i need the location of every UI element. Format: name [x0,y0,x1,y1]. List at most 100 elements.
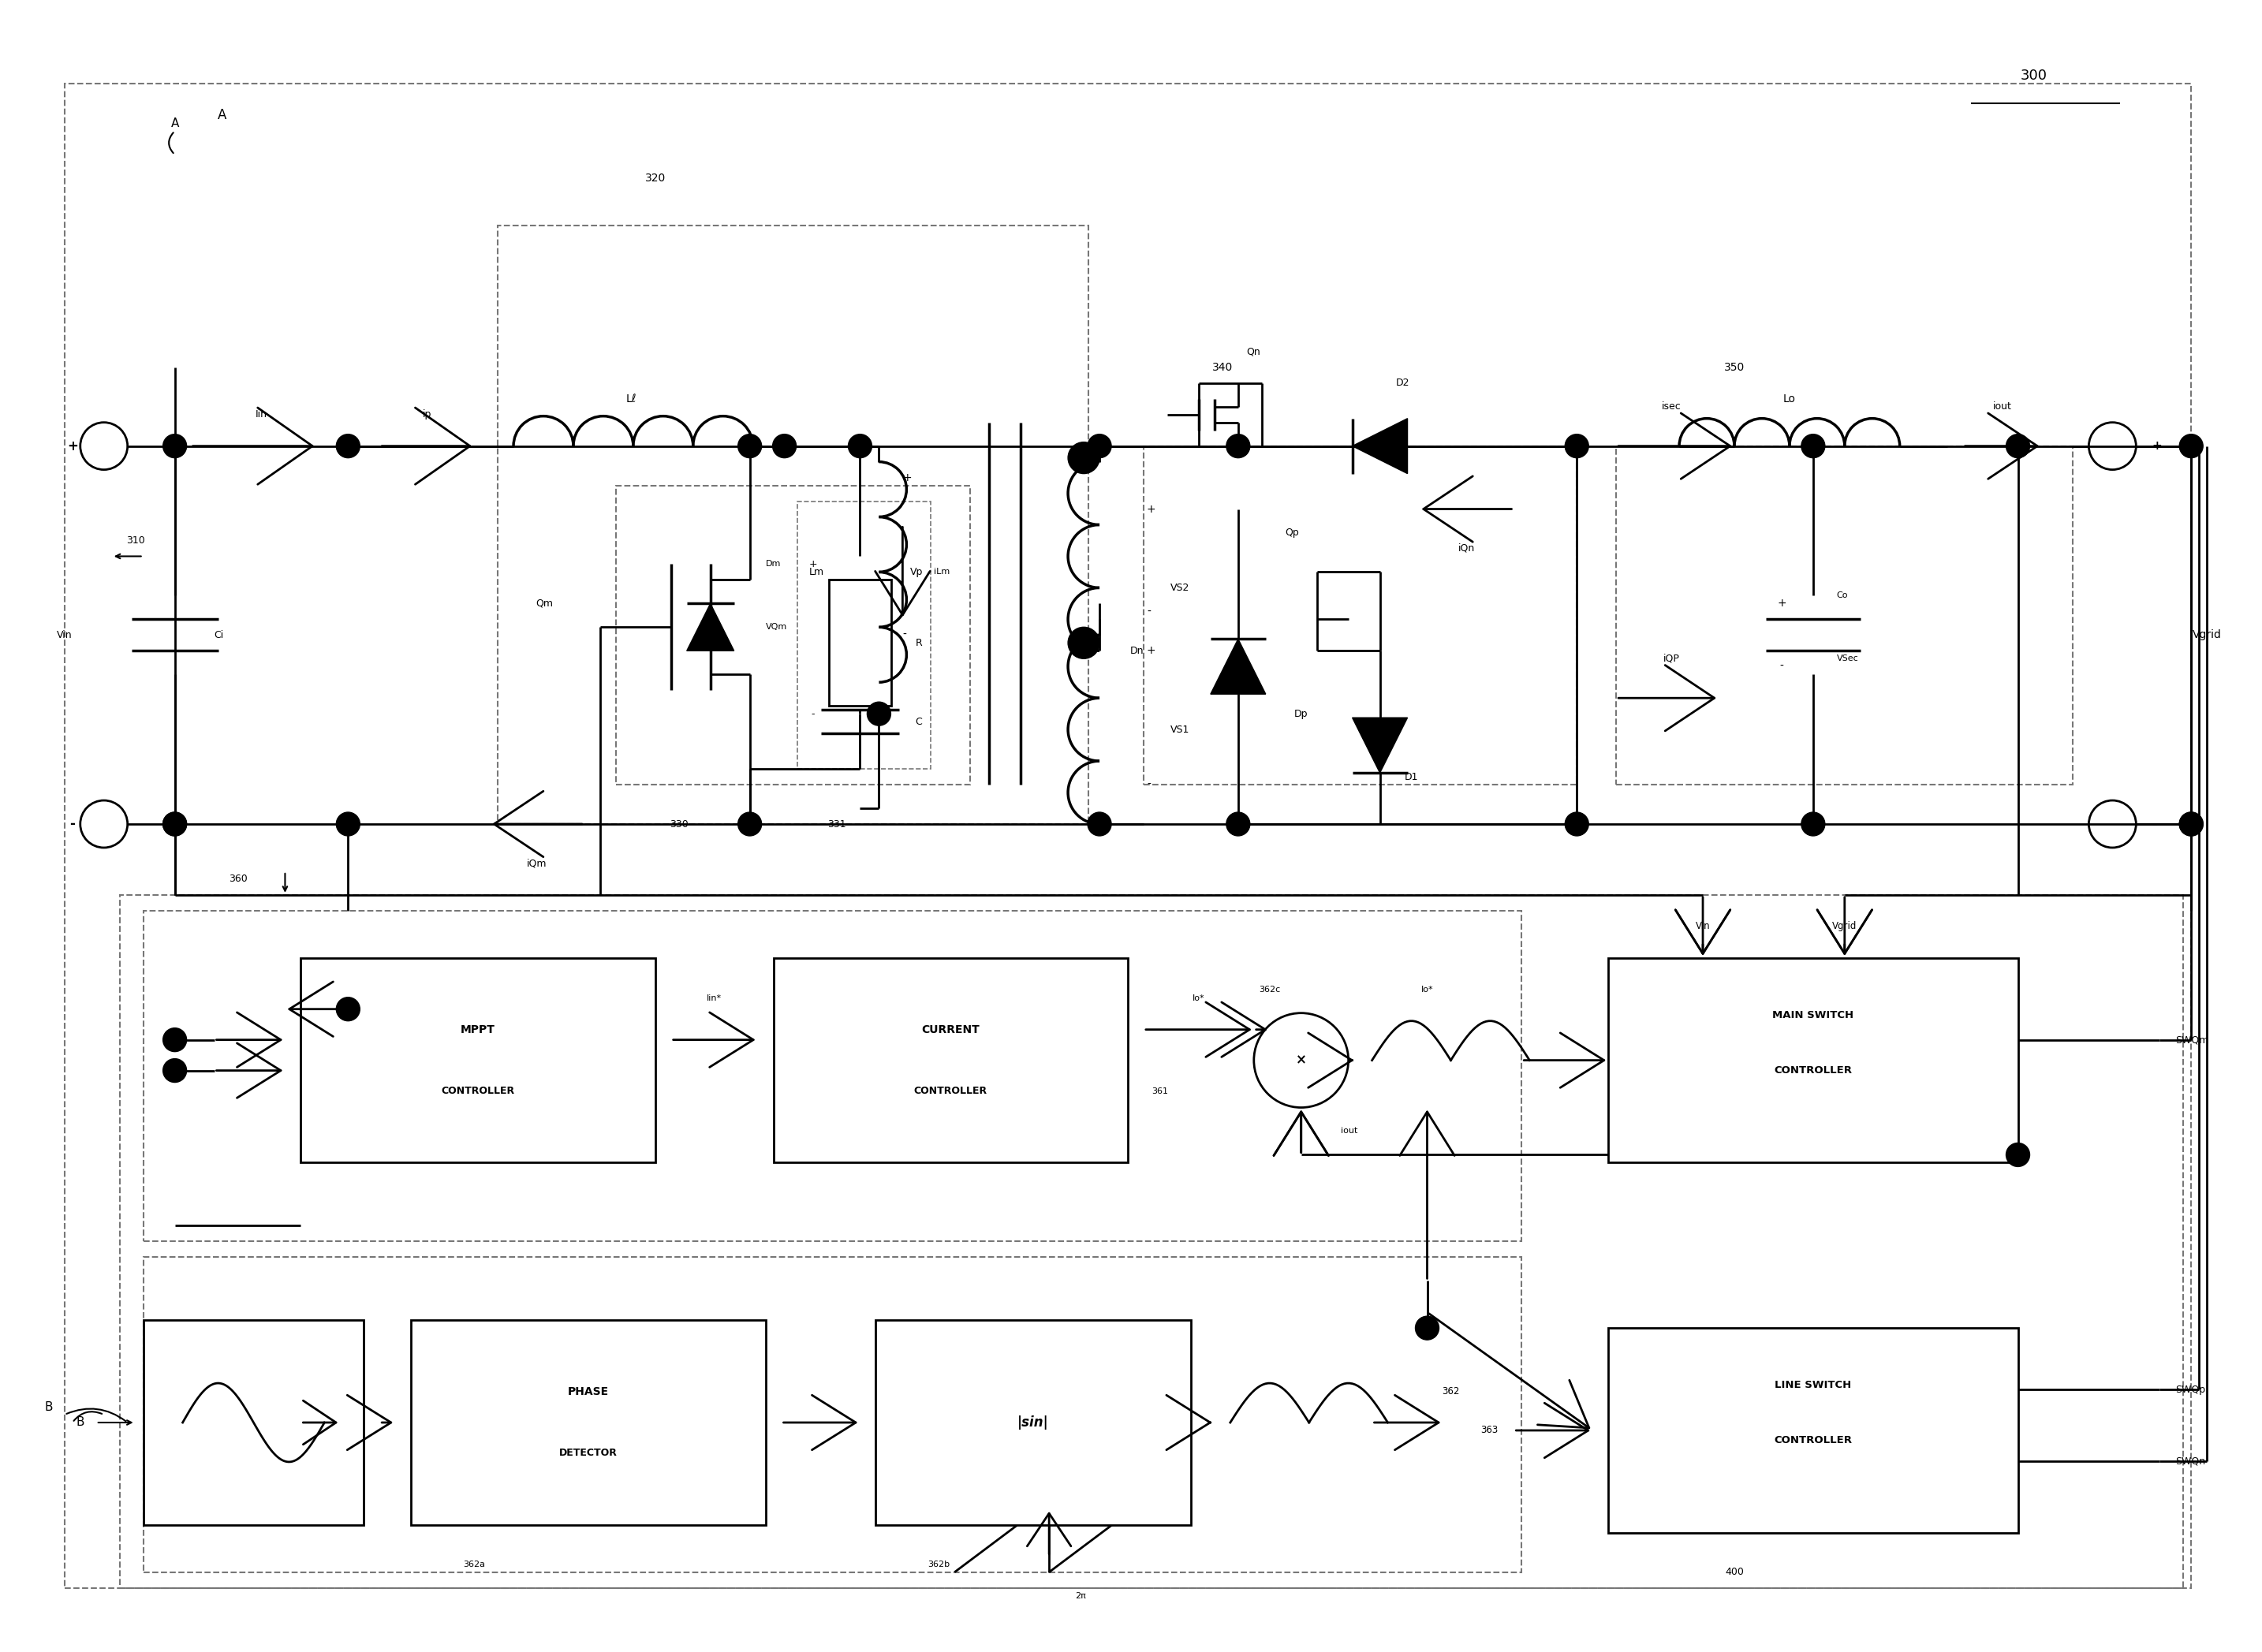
Text: Vin: Vin [57,629,72,641]
Circle shape [163,1059,185,1082]
Text: 300: 300 [2020,69,2047,83]
Text: Vp: Vp [912,567,923,577]
Text: VS1: VS1 [1169,725,1190,735]
Text: CONTROLLER: CONTROLLER [441,1085,516,1097]
Text: +: + [68,439,77,453]
Text: VQm: VQm [765,623,787,631]
Text: A: A [217,107,226,122]
Text: CONTROLLER: CONTROLLER [1773,1066,1853,1075]
Text: ×: × [1296,1054,1307,1067]
Bar [1608,1328,2018,1533]
Text: Ci: Ci [215,629,224,641]
Circle shape [1565,434,1588,458]
Circle shape [2006,1143,2029,1166]
Text: iQP: iQP [1663,654,1681,664]
Text: Io*: Io* [1421,986,1434,993]
Bar [774,958,1129,1163]
Text: Qm: Qm [536,598,552,608]
Bar [143,1320,364,1525]
Text: 310: 310 [127,535,145,545]
Text: isec: isec [1663,401,1681,411]
Bar [796,501,932,768]
Circle shape [866,702,891,725]
Text: |sin|: |sin| [1018,1416,1050,1429]
Text: 400: 400 [1726,1568,1744,1578]
Text: 362: 362 [1441,1386,1459,1396]
Text: 361: 361 [1151,1087,1167,1095]
Circle shape [1088,813,1111,836]
Text: Qp: Qp [1285,527,1298,539]
Text: B: B [77,1417,84,1429]
Text: B: B [45,1401,52,1412]
Text: LINE SWITCH: LINE SWITCH [1776,1379,1853,1391]
Text: Lo: Lo [1782,393,1796,405]
Text: 362a: 362a [464,1561,484,1568]
Text: SWQm: SWQm [2176,1034,2210,1046]
Polygon shape [1210,639,1267,694]
Circle shape [1068,443,1099,474]
Circle shape [1068,628,1099,659]
Text: 360: 360 [228,874,247,884]
Text: +: + [903,472,912,482]
Text: -: - [2151,818,2158,829]
Circle shape [2006,434,2029,458]
Bar [143,910,1522,1241]
Circle shape [163,813,185,836]
Text: Lℓ: Lℓ [627,393,638,405]
Text: Io*: Io* [1192,995,1206,1003]
Circle shape [774,434,796,458]
Circle shape [163,1028,185,1052]
Polygon shape [1353,717,1407,773]
Bar [1145,446,1577,785]
Bar [120,895,2183,1588]
Text: -: - [1147,606,1151,616]
Text: iout: iout [1341,1127,1357,1135]
Circle shape [1565,813,1588,836]
Circle shape [337,434,360,458]
Text: 320: 320 [645,173,665,183]
Text: +: + [2151,439,2162,453]
Text: D1: D1 [1405,771,1418,781]
Text: SWQn: SWQn [2176,1455,2205,1467]
Bar [498,226,1088,824]
Text: Co: Co [1837,591,1848,600]
Circle shape [2178,813,2203,836]
Text: Vgrid: Vgrid [1832,922,1857,932]
Text: Iin*: Iin* [706,995,722,1003]
Text: iLm: iLm [934,568,950,577]
Text: CONTROLLER: CONTROLLER [914,1085,986,1097]
Text: C: C [916,717,923,727]
Polygon shape [1353,418,1407,474]
Text: CURRENT: CURRENT [921,1024,979,1036]
Text: +: + [808,558,817,570]
Circle shape [1226,434,1251,458]
Text: 330: 330 [670,819,688,829]
Polygon shape [688,603,735,651]
Text: +: + [1147,504,1156,514]
Circle shape [163,434,185,458]
Text: D2: D2 [1396,378,1409,388]
Bar [1615,446,2072,785]
Text: A: A [170,117,179,129]
Text: Qn: Qn [1246,347,1260,357]
Text: +: + [1778,598,1787,610]
Text: iQm: iQm [527,859,547,869]
Bar [143,1257,1522,1573]
Text: iQn: iQn [1459,544,1475,553]
Circle shape [2178,813,2203,836]
Text: R: R [916,638,923,648]
Text: -: - [812,709,814,719]
Text: 350: 350 [1724,362,1744,373]
Circle shape [848,434,871,458]
Circle shape [163,813,185,836]
Text: Lm: Lm [810,567,823,577]
Circle shape [1226,813,1251,836]
Circle shape [1801,434,1825,458]
Text: 331: 331 [828,819,846,829]
Text: 363: 363 [1482,1426,1497,1436]
Bar [1608,958,2018,1163]
Circle shape [737,434,762,458]
Circle shape [1801,813,1825,836]
Text: 362c: 362c [1260,986,1280,993]
Text: -: - [903,629,907,641]
